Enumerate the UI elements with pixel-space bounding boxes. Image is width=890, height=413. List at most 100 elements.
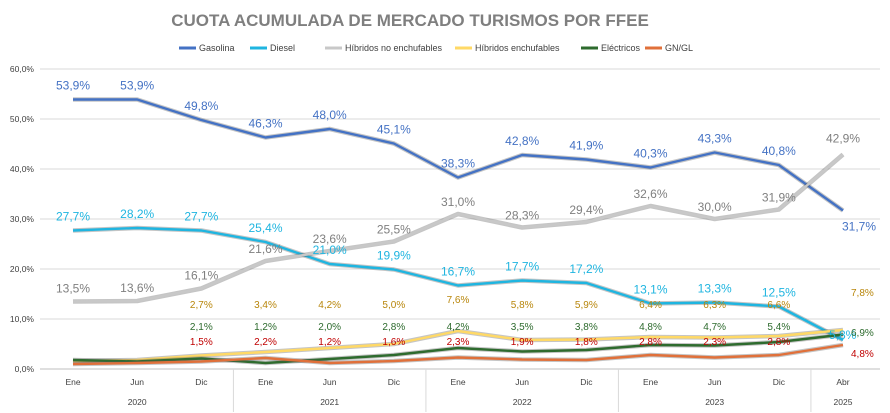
series-line <box>73 98 844 212</box>
data-label: 46,3% <box>248 117 282 131</box>
data-label: 19,9% <box>377 249 411 263</box>
y-tick-label: 40,0% <box>10 164 35 174</box>
data-label: 2,0% <box>318 322 341 333</box>
data-label: 43,3% <box>698 132 732 146</box>
data-label: 6,3% <box>703 300 726 311</box>
data-label: 3,4% <box>254 300 277 311</box>
y-tick-label: 10,0% <box>10 314 35 324</box>
y-tick-label: 20,0% <box>10 264 35 274</box>
legend-entry: Híbridos no enchufables <box>345 43 443 53</box>
x-tick-label: Ene <box>258 377 273 387</box>
data-label: 45,1% <box>377 123 411 137</box>
data-label: 2,3% <box>703 337 726 348</box>
data-label: 1,2% <box>318 337 341 348</box>
x-tick-label: Dic <box>580 377 593 387</box>
legend: Gasolina Diesel Híbridos no enchufables Híb… <box>179 43 693 53</box>
year-label: 2021 <box>320 397 339 407</box>
data-label: 12,5% <box>762 286 796 300</box>
data-label: 3,5% <box>511 322 534 333</box>
data-label: 27,7% <box>184 210 218 224</box>
data-label: 29,4% <box>569 203 603 217</box>
data-label: 13,5% <box>56 282 90 296</box>
data-label: 30,0% <box>698 200 732 214</box>
x-tick-label: Dic <box>388 377 401 387</box>
data-label: 5,8% <box>829 328 857 342</box>
data-label: 1,2% <box>254 322 277 333</box>
data-label: 53,9% <box>56 79 90 93</box>
data-label: 32,6% <box>633 187 667 201</box>
x-tick-label: Ene <box>450 377 465 387</box>
data-label: 5,4% <box>767 322 790 333</box>
series-line <box>72 226 844 342</box>
data-label: 1,9% <box>511 337 534 348</box>
series-line <box>72 343 844 366</box>
data-label: 2,1% <box>190 322 213 333</box>
legend-entry: Híbridos enchufables <box>475 43 560 53</box>
data-label: 2,7% <box>190 300 213 311</box>
year-label: 2025 <box>834 397 853 407</box>
data-label: 27,7% <box>56 210 90 224</box>
data-label: 4,8% <box>639 322 662 333</box>
data-label: 4,7% <box>703 322 726 333</box>
data-label: 16,7% <box>441 265 475 279</box>
series-line <box>72 333 844 365</box>
data-label: 4,2% <box>318 300 341 311</box>
data-label: 5,8% <box>511 300 534 311</box>
x-tick-label: Ene <box>65 377 80 387</box>
y-axis: 0,0% 10,0% 20,0% 30,0% 40,0% 50,0% 60,0% <box>10 64 35 374</box>
x-tick-label: Abr <box>836 377 849 387</box>
data-label: 2,8% <box>382 322 405 333</box>
data-label: 42,9% <box>826 132 860 146</box>
year-label: 2020 <box>128 397 147 407</box>
data-label: 6,6% <box>767 300 790 311</box>
series-line <box>72 328 844 363</box>
data-label: 6,9% <box>851 328 874 339</box>
data-label: 6,4% <box>639 300 662 311</box>
x-tick-label: Jun <box>323 377 337 387</box>
data-labels: 53,9% 53,9% 49,8% 46,3% 48,0% 45,1% 38,3% 42,8%… <box>56 79 876 361</box>
data-label: 40,3% <box>633 147 667 161</box>
data-label: 1,6% <box>382 337 405 348</box>
data-label: 3,8% <box>575 322 598 333</box>
data-label: 28,3% <box>505 209 539 223</box>
y-tick-label: 30,0% <box>10 214 35 224</box>
data-label: 40,8% <box>762 144 796 158</box>
y-tick-label: 0,0% <box>15 364 35 374</box>
year-label: 2023 <box>705 397 724 407</box>
data-label: 7,8% <box>851 288 874 299</box>
data-label: 2,2% <box>254 337 277 348</box>
series-line <box>72 153 844 303</box>
x-tick-label: Dic <box>773 377 786 387</box>
data-label: 31,9% <box>762 191 796 205</box>
data-label: 2,8% <box>767 337 790 348</box>
legend-entry: Diesel <box>270 43 295 53</box>
data-label: 17,2% <box>569 262 603 276</box>
legend-entry: GN/GL <box>665 43 693 53</box>
data-label: 16,1% <box>184 269 218 283</box>
x-tick-label: Jun <box>708 377 722 387</box>
data-label: 41,9% <box>569 139 603 153</box>
legend-entry: Eléctricos <box>601 43 641 53</box>
year-label: 2022 <box>513 397 532 407</box>
data-label: 4,8% <box>851 349 874 360</box>
data-label: 5,9% <box>575 300 598 311</box>
x-tick-label: Jun <box>130 377 144 387</box>
x-tick-label: Jun <box>515 377 529 387</box>
data-label: 25,4% <box>248 221 282 235</box>
data-label: 5,0% <box>382 300 405 311</box>
data-label: 2,3% <box>447 337 470 348</box>
data-label: 17,7% <box>505 260 539 274</box>
data-label: 4,2% <box>447 322 470 333</box>
data-label: 2,8% <box>639 337 662 348</box>
data-label: 28,2% <box>120 207 154 221</box>
series-lines <box>72 97 845 367</box>
x-tick-label: Dic <box>195 377 208 387</box>
data-label: 13,3% <box>698 282 732 296</box>
legend-entry: Gasolina <box>199 43 235 53</box>
y-tick-label: 60,0% <box>10 64 35 74</box>
data-label: 48,0% <box>313 108 347 122</box>
data-label: 42,8% <box>505 134 539 148</box>
chart-title: CUOTA ACUMULADA DE MERCADO TURISMOS POR … <box>171 11 649 30</box>
